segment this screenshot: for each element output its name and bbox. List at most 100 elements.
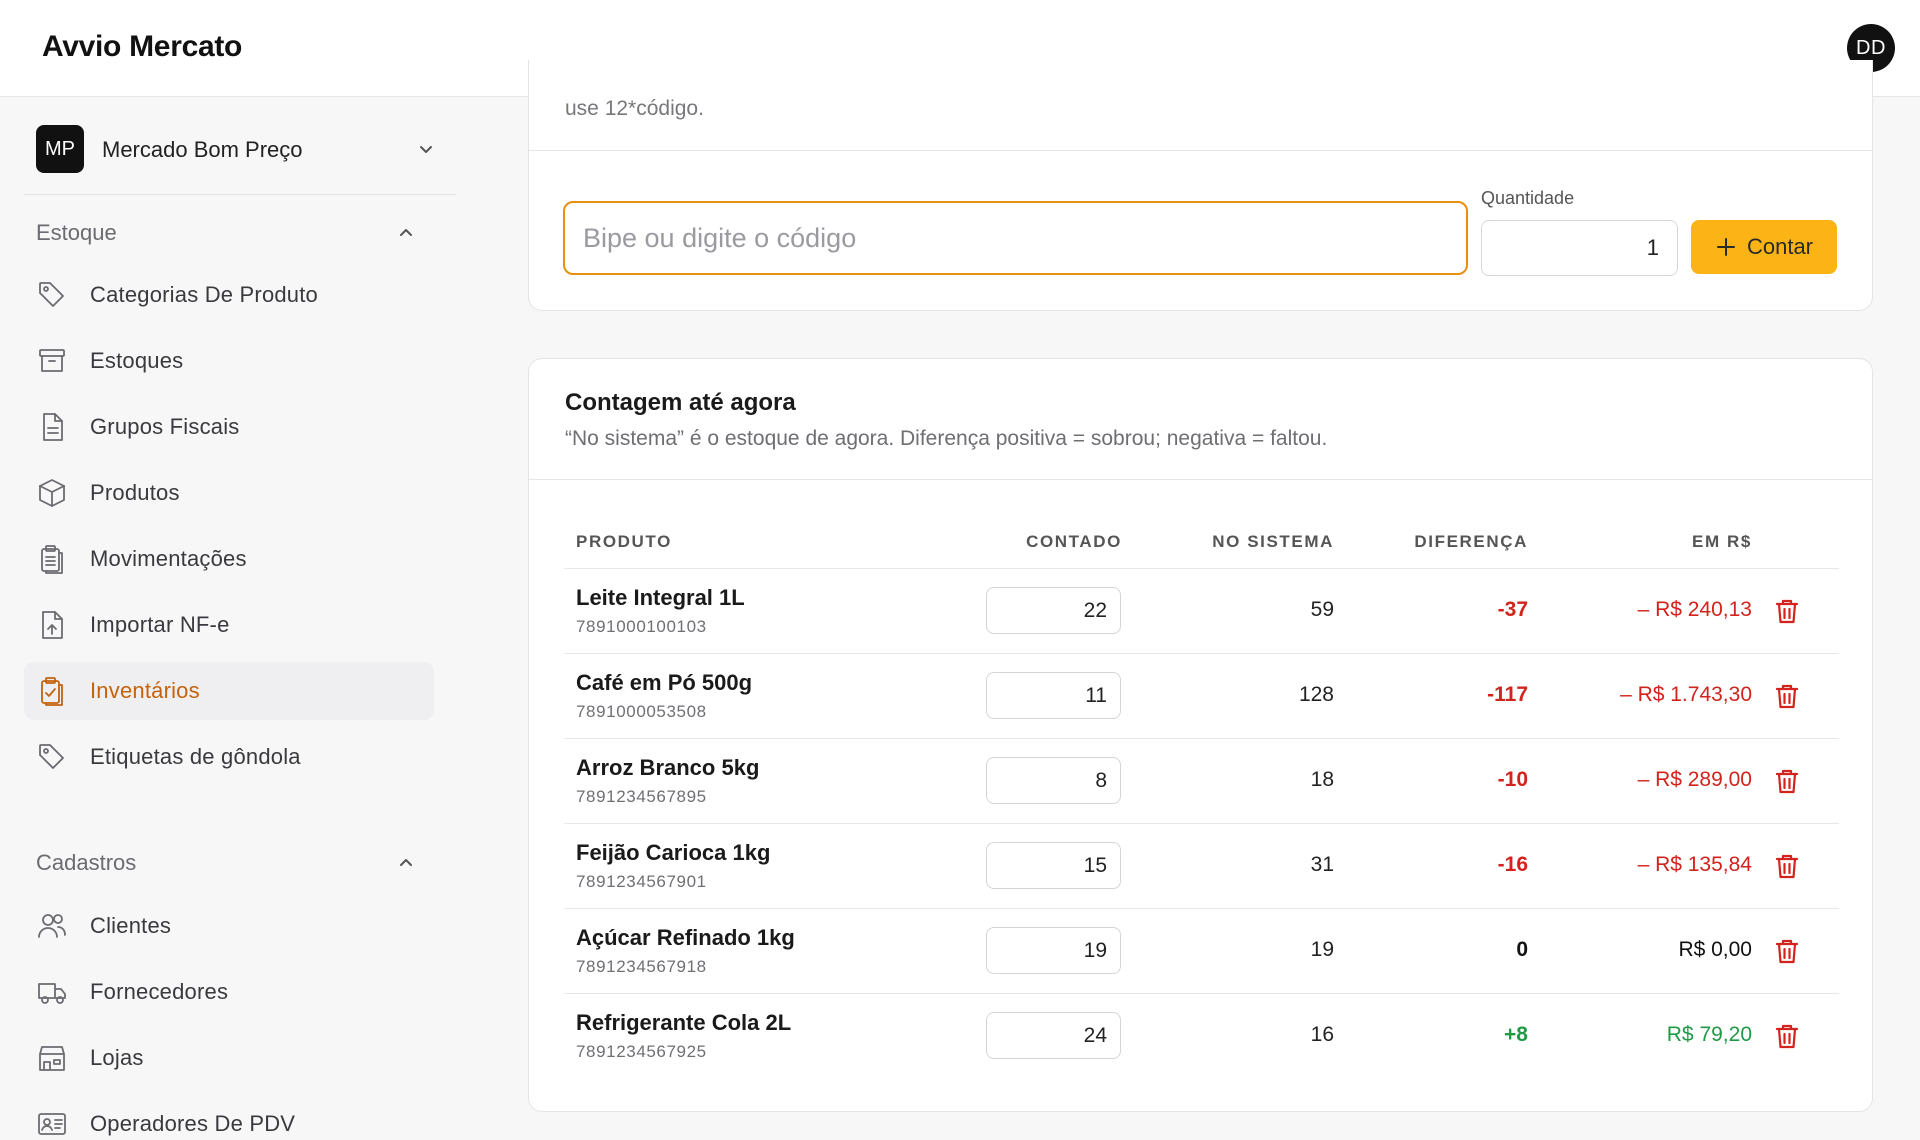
column-header-system: NO SISTEMA bbox=[1212, 532, 1334, 551]
column-header-counted: CONTADO bbox=[1026, 532, 1122, 551]
scan-hint: use 12*código. bbox=[565, 97, 704, 120]
sidebar-item-inventarios[interactable]: Inventários bbox=[24, 662, 434, 720]
divider bbox=[529, 479, 1872, 480]
clipboard-check-icon bbox=[41, 677, 63, 706]
difference-amount: R$ 0,00 bbox=[1678, 938, 1752, 961]
counted-quantity-input[interactable] bbox=[986, 587, 1121, 634]
trash-icon[interactable] bbox=[1773, 682, 1801, 710]
column-header-product: PRODUTO bbox=[576, 532, 672, 551]
sidebar-item-label: Lojas bbox=[90, 1045, 144, 1070]
sidebar-item-etiquetas-de-gondola[interactable]: Etiquetas de gôndola bbox=[24, 728, 434, 786]
difference-value: 0 bbox=[1516, 938, 1528, 961]
product-barcode: 7891234567918 bbox=[576, 957, 707, 976]
difference-value: -16 bbox=[1497, 853, 1528, 876]
sidebar-item-operadores-de-pdv[interactable]: Operadores De PDV bbox=[24, 1095, 434, 1140]
chevron-down-icon bbox=[420, 146, 432, 153]
sidebar-item-movimentacoes[interactable]: Movimentações bbox=[24, 530, 434, 588]
count-button-label: Contar bbox=[1746, 234, 1814, 259]
barcode-input[interactable] bbox=[563, 201, 1468, 275]
sidebar-item-importar-nf-e[interactable]: Importar NF-e bbox=[24, 596, 434, 654]
tag-icon bbox=[39, 744, 64, 769]
section-estoque-title[interactable]: Estoque bbox=[36, 220, 117, 245]
product-name: Açúcar Refinado 1kg bbox=[576, 925, 795, 950]
plus-icon bbox=[1716, 238, 1735, 256]
product-name: Refrigerante Cola 2L bbox=[576, 1010, 792, 1035]
product-name: Leite Integral 1L bbox=[576, 585, 745, 610]
difference-value: -37 bbox=[1497, 598, 1528, 621]
sidebar-item-label: Categorias De Produto bbox=[90, 282, 318, 307]
column-header-difference: DIFERENÇA bbox=[1414, 532, 1528, 551]
document-icon bbox=[43, 413, 63, 441]
product-barcode: 7891234567901 bbox=[576, 872, 707, 891]
table-row: Café em Pó 500g 7891000053508 128 -117 – R$ … bbox=[564, 653, 1839, 738]
sidebar-item-label: Movimentações bbox=[90, 546, 247, 571]
difference-value: -117 bbox=[1487, 683, 1528, 706]
chevron-up-icon[interactable] bbox=[396, 223, 416, 243]
system-stock: 59 bbox=[1310, 598, 1334, 621]
table-row: Refrigerante Cola 2L 7891234567925 16 +8 R$ … bbox=[564, 993, 1839, 1078]
counted-quantity-input[interactable] bbox=[986, 672, 1121, 719]
counted-quantity-input[interactable] bbox=[986, 1012, 1121, 1059]
sidebar-item-categorias-de-produto[interactable]: Categorias De Produto bbox=[24, 266, 434, 324]
count-button[interactable]: Contar bbox=[1691, 220, 1837, 274]
sidebar-item-estoques[interactable]: Estoques bbox=[24, 332, 434, 390]
file-upload-icon bbox=[42, 611, 63, 639]
sidebar-item-fornecedores[interactable]: Fornecedores bbox=[24, 963, 434, 1021]
count-card: Contagem até agora “No sistema” é o esto… bbox=[528, 358, 1873, 1112]
sidebar-item-grupos-fiscais[interactable]: Grupos Fiscais bbox=[24, 398, 434, 456]
product-barcode: 7891234567925 bbox=[576, 1042, 707, 1061]
count-card-subtitle: “No sistema” é o estoque de agora. Difer… bbox=[565, 427, 1328, 450]
store-selector[interactable]: MP Mercado Bom Preço bbox=[24, 125, 456, 195]
divider bbox=[529, 150, 1872, 151]
system-stock: 16 bbox=[1310, 1023, 1334, 1046]
trash-icon[interactable] bbox=[1773, 767, 1801, 795]
users-icon bbox=[38, 914, 66, 938]
difference-amount: – R$ 240,13 bbox=[1637, 598, 1752, 621]
trash-icon[interactable] bbox=[1773, 1022, 1801, 1050]
store-name: Mercado Bom Preço bbox=[102, 137, 303, 162]
sidebar-item-lojas[interactable]: Lojas bbox=[24, 1029, 434, 1087]
chevron-up-icon[interactable] bbox=[396, 853, 416, 873]
app-title[interactable]: Avvio Mercato bbox=[42, 30, 243, 63]
sidebar-item-label: Estoques bbox=[90, 348, 184, 373]
sidebar-item-label: Clientes bbox=[90, 913, 172, 938]
difference-value: -10 bbox=[1497, 768, 1528, 791]
sidebar-item-clientes[interactable]: Clientes bbox=[24, 897, 434, 955]
system-stock: 128 bbox=[1298, 683, 1334, 706]
sidebar-item-label: Grupos Fiscais bbox=[90, 414, 240, 439]
archive-icon bbox=[39, 349, 65, 372]
sidebar-item-label: Fornecedores bbox=[90, 979, 229, 1004]
counted-quantity-input[interactable] bbox=[986, 757, 1121, 804]
difference-amount: R$ 79,20 bbox=[1666, 1023, 1752, 1046]
scan-card: use 12*código. Quantidade Contar bbox=[528, 60, 1873, 311]
column-header-value: EM R$ bbox=[1692, 532, 1752, 551]
section-cadastros-title[interactable]: Cadastros bbox=[36, 850, 137, 875]
box-icon bbox=[39, 479, 65, 507]
sidebar-item-label: Etiquetas de gôndola bbox=[90, 744, 301, 769]
counted-quantity-input[interactable] bbox=[986, 927, 1121, 974]
product-name: Feijão Carioca 1kg bbox=[576, 840, 771, 865]
product-barcode: 7891234567895 bbox=[576, 787, 707, 806]
difference-amount: – R$ 289,00 bbox=[1637, 768, 1752, 791]
difference-amount: – R$ 135,84 bbox=[1637, 853, 1752, 876]
sidebar-item-label: Produtos bbox=[90, 480, 180, 505]
sidebar-item-label: Inventários bbox=[90, 678, 200, 703]
tag-icon bbox=[39, 282, 64, 307]
counted-quantity-input[interactable] bbox=[986, 842, 1121, 889]
trash-icon[interactable] bbox=[1773, 937, 1801, 965]
system-stock: 31 bbox=[1310, 853, 1334, 876]
sidebar-item-produtos[interactable]: Produtos bbox=[24, 464, 434, 522]
trash-icon[interactable] bbox=[1773, 597, 1801, 625]
difference-value: +8 bbox=[1504, 1023, 1528, 1046]
quantity-label: Quantidade bbox=[1481, 188, 1575, 208]
id-card-icon bbox=[38, 1113, 66, 1135]
quantity-input[interactable] bbox=[1481, 220, 1678, 276]
table-row: Feijão Carioca 1kg 7891234567901 31 -16 – R$… bbox=[564, 823, 1839, 908]
product-barcode: 7891000100103 bbox=[576, 617, 707, 636]
truck-icon bbox=[38, 983, 66, 1004]
table-row: Açúcar Refinado 1kg 7891234567918 19 0 R$ 0,… bbox=[564, 908, 1839, 993]
product-barcode: 7891000053508 bbox=[576, 702, 707, 721]
sidebar-item-label: Operadores De PDV bbox=[90, 1111, 296, 1136]
trash-icon[interactable] bbox=[1773, 852, 1801, 880]
store-badge: MP bbox=[36, 125, 84, 173]
